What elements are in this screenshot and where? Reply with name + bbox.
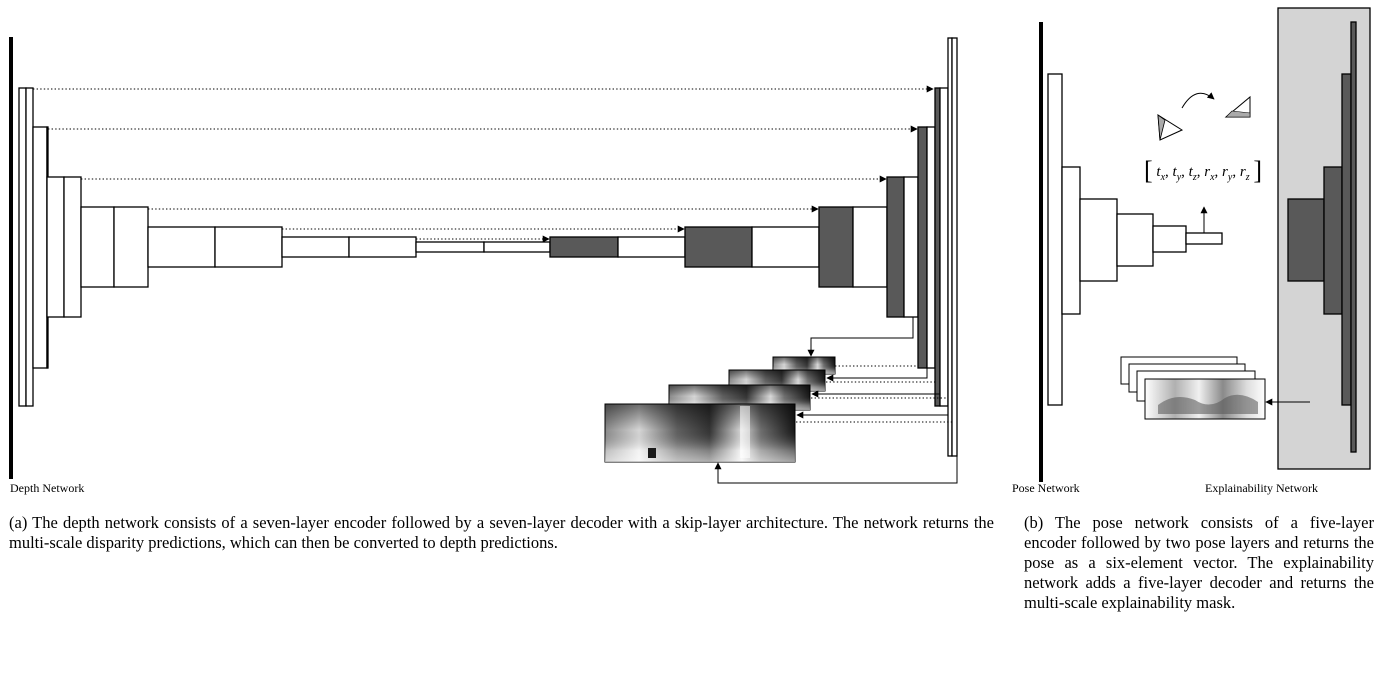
pose-term: ry bbox=[1222, 164, 1233, 183]
encoder-layer-7a bbox=[415, 241, 485, 253]
decoder-layer-6-out bbox=[939, 87, 949, 407]
decoder-layer-1-out bbox=[617, 236, 686, 258]
caption-a: (a) The depth network consists of a seve… bbox=[9, 513, 994, 552]
encoder-layer-6a bbox=[281, 236, 350, 258]
disparity-map-scale-1 bbox=[604, 403, 796, 463]
pose-encoder-layer-3 bbox=[1079, 198, 1118, 282]
encoder-layer-1a bbox=[18, 87, 27, 407]
encoder-layer-4b bbox=[113, 206, 149, 288]
encoder-layer-5a bbox=[147, 226, 216, 268]
encoder-layer-7b bbox=[483, 241, 551, 253]
encoder-layer-6b bbox=[348, 236, 417, 258]
pose-vector: [ tx, ty, tz, rx, ry, rz ] bbox=[1144, 156, 1262, 186]
depth-input-bar bbox=[9, 37, 13, 479]
decoder-layer-5-out bbox=[926, 126, 936, 369]
pose-term: tx bbox=[1156, 164, 1166, 183]
pose-encoder bbox=[1047, 73, 1223, 406]
encoder-layer-3a bbox=[46, 176, 65, 318]
camera-motion-icon bbox=[1157, 92, 1251, 141]
explainability-layer-4 bbox=[1350, 21, 1357, 453]
pose-input-bar bbox=[1039, 22, 1043, 482]
decoder-layer-4 bbox=[886, 176, 905, 318]
pose-vector-close-bracket: ] bbox=[1253, 156, 1263, 185]
pose-term: tz bbox=[1188, 164, 1197, 183]
decoder-layer-3-out bbox=[852, 206, 888, 288]
disparity-predictions bbox=[604, 317, 958, 484]
explainability-masks bbox=[1120, 356, 1310, 420]
decoder-layer-6 bbox=[934, 87, 941, 407]
pose-term: rz bbox=[1239, 164, 1250, 183]
decoder-layer-4-out bbox=[903, 176, 919, 318]
depth-network bbox=[9, 37, 958, 484]
pose-vector-open-bracket: [ bbox=[1144, 156, 1153, 185]
depth-decoder bbox=[549, 37, 958, 457]
pose-and-explainability bbox=[1039, 7, 1371, 482]
pose-layer bbox=[1185, 232, 1223, 245]
explainability-network-label: Explainability Network bbox=[1205, 481, 1318, 495]
pose-vector-terms: tx, ty, tz, rx, ry, rz bbox=[1156, 164, 1250, 183]
decoder-layer-2 bbox=[684, 226, 753, 268]
decoder-layer-5 bbox=[917, 126, 928, 369]
decoder-layer-1 bbox=[549, 236, 619, 258]
pose-encoder-layer-1 bbox=[1047, 73, 1063, 406]
pose-encoder-layer-4 bbox=[1116, 213, 1154, 267]
network-diagram bbox=[9, 7, 1371, 484]
explainability-layer-3 bbox=[1341, 73, 1352, 406]
encoder-layer-3b bbox=[63, 176, 82, 318]
skip-connections bbox=[33, 85, 934, 243]
decoder-layer-2-out bbox=[751, 226, 820, 268]
pose-network-label: Pose Network bbox=[1012, 481, 1080, 495]
pose-term: ty bbox=[1172, 164, 1182, 183]
pose-term: rx bbox=[1204, 164, 1215, 183]
pose-encoder-layer-5 bbox=[1152, 225, 1187, 253]
depth-network-label: Depth Network bbox=[10, 481, 85, 495]
explainability-layer-1 bbox=[1287, 198, 1325, 282]
decoder-layer-7b bbox=[951, 37, 958, 457]
depth-encoder bbox=[18, 87, 551, 407]
explainability-layer-2 bbox=[1323, 166, 1343, 315]
explainability-decoder bbox=[1287, 21, 1357, 453]
pose-encoder-layer-2 bbox=[1061, 166, 1081, 315]
encoder-layer-2a bbox=[32, 126, 48, 369]
encoder-layer-4a bbox=[80, 206, 115, 288]
encoder-layer-1b bbox=[25, 87, 34, 407]
decoder-layer-3 bbox=[818, 206, 854, 288]
caption-b: (b) The pose network consists of a five-… bbox=[1024, 513, 1374, 612]
encoder-layer-5b bbox=[214, 226, 283, 268]
